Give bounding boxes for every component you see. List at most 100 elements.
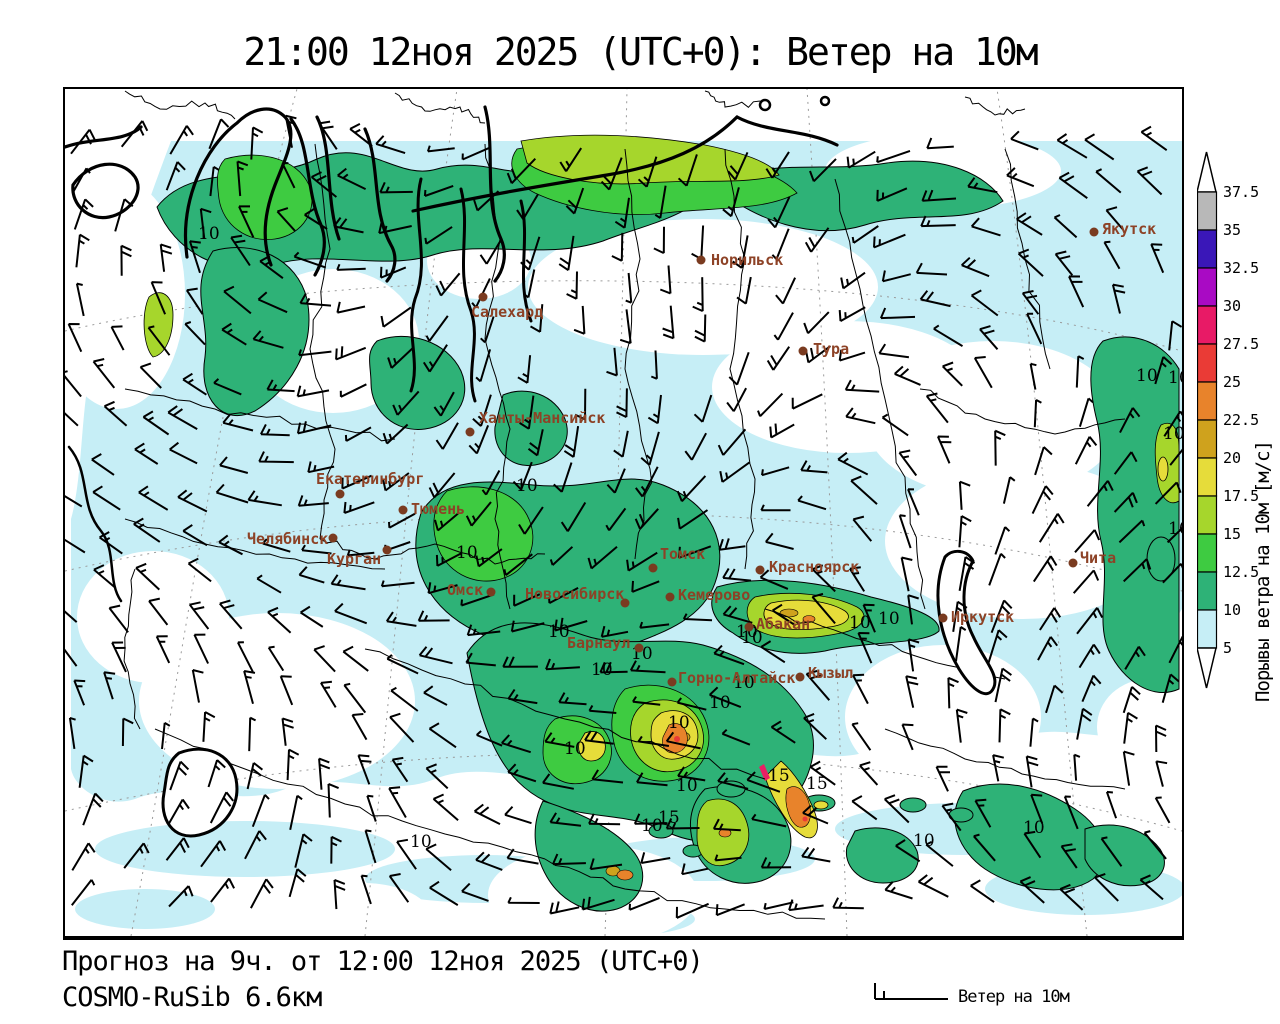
contour-label: 10 [1168,368,1182,388]
wind-barb [357,754,372,785]
wind-barb [850,475,878,505]
wind-barb [800,460,828,474]
wind-barb [767,196,791,229]
wind-barb [139,362,162,389]
wind-barb [1030,793,1044,824]
wind-barb [428,472,456,499]
wind-barb [209,165,220,197]
wind-barb [979,325,999,350]
wind-barb [320,680,337,708]
wind-barb [1155,724,1167,753]
wind-barb [846,150,876,169]
wind-barb [759,569,789,590]
wind-barb [296,385,330,398]
wind-barb [1103,240,1121,270]
wind-barb [1078,643,1101,669]
wind-barb [222,413,254,432]
wind-barb [1021,290,1040,315]
wind-barb [207,759,226,788]
city-dot [634,643,644,653]
city-markers-layer: Норильск Салехард Тура Ханты-Мансийск Екатер… [247,220,1156,687]
wind-barb [184,321,206,346]
wind-barb [1118,519,1146,544]
wind-barb [262,538,291,553]
admin-border [319,538,546,565]
admin-border [919,388,1126,435]
wind-barb [715,903,745,917]
wind-barb [1095,168,1122,194]
wind-barb [554,617,588,632]
wind-barb [898,514,912,549]
wind-barb [388,512,416,529]
wind-barb [114,198,134,232]
wind-barb [900,556,913,592]
city-dot [696,255,706,265]
city-label: Тура [813,340,849,358]
wind-barb [677,509,709,530]
wind-barb [665,731,701,750]
wind-barb [838,349,866,362]
wind-barb [346,549,375,557]
wind-barb [611,232,624,262]
wind-barb [507,896,540,904]
wind-barb [840,271,866,290]
wind-barb [389,712,415,743]
wind-barb [647,394,662,425]
wind-barb [549,812,582,827]
wind-barb [629,660,666,674]
wind-barb [281,717,294,746]
wind-barb [746,771,781,793]
wind-barb [468,425,490,455]
wind-barb [298,349,332,357]
wind-barb [65,370,82,398]
colorbar-segment [1196,229,1218,269]
wind-barb [82,792,104,826]
wind-barb [665,818,700,830]
wind-barb [628,896,660,911]
wind-barb [1074,436,1098,465]
wind-barb [386,654,419,675]
wind-barb [625,272,633,304]
wind-barb [75,282,85,317]
wind-barb [391,756,409,783]
colorbar-tick-label: 30 [1223,297,1241,315]
wind-barb [605,507,627,531]
colorbar-segment [1196,533,1218,573]
wind-barb [388,873,410,903]
wind-barb [238,205,255,238]
wind-barb [219,456,249,474]
wind-barb [606,347,618,377]
wind-barb [862,603,876,633]
admin-border [964,96,1026,116]
wind-barb [223,285,252,315]
wind-barb [712,818,741,832]
wind-barb [1123,558,1152,583]
wind-barb [435,422,459,450]
wind-barb [941,361,963,387]
wind-barb [267,645,285,672]
wind-barb [465,652,496,667]
wind-barb [970,289,999,317]
wind-barb [188,240,201,274]
wind-barb [560,501,587,532]
wind-barb [523,269,536,299]
wind-barb [215,483,249,504]
wind-barb [504,806,532,825]
wind-barb [337,167,367,190]
wind-barb [379,266,407,279]
wind-barb [921,189,957,202]
city-label: Чита [1080,549,1116,567]
wind-barb [435,552,462,567]
wind-barb [970,217,1001,237]
wind-barb [169,441,198,465]
colorbar-segment [1196,571,1218,611]
wind-barb [1006,167,1035,188]
wind-barb [73,679,86,706]
wind-barb [682,613,713,622]
wind-barb [250,126,264,160]
wind-barb [1122,686,1141,714]
wind-barb [1166,526,1182,544]
wind-barb [476,730,503,747]
wind-map: 1010101010101010101010101010101010101010… [65,89,1182,936]
wind-barb [517,355,532,384]
